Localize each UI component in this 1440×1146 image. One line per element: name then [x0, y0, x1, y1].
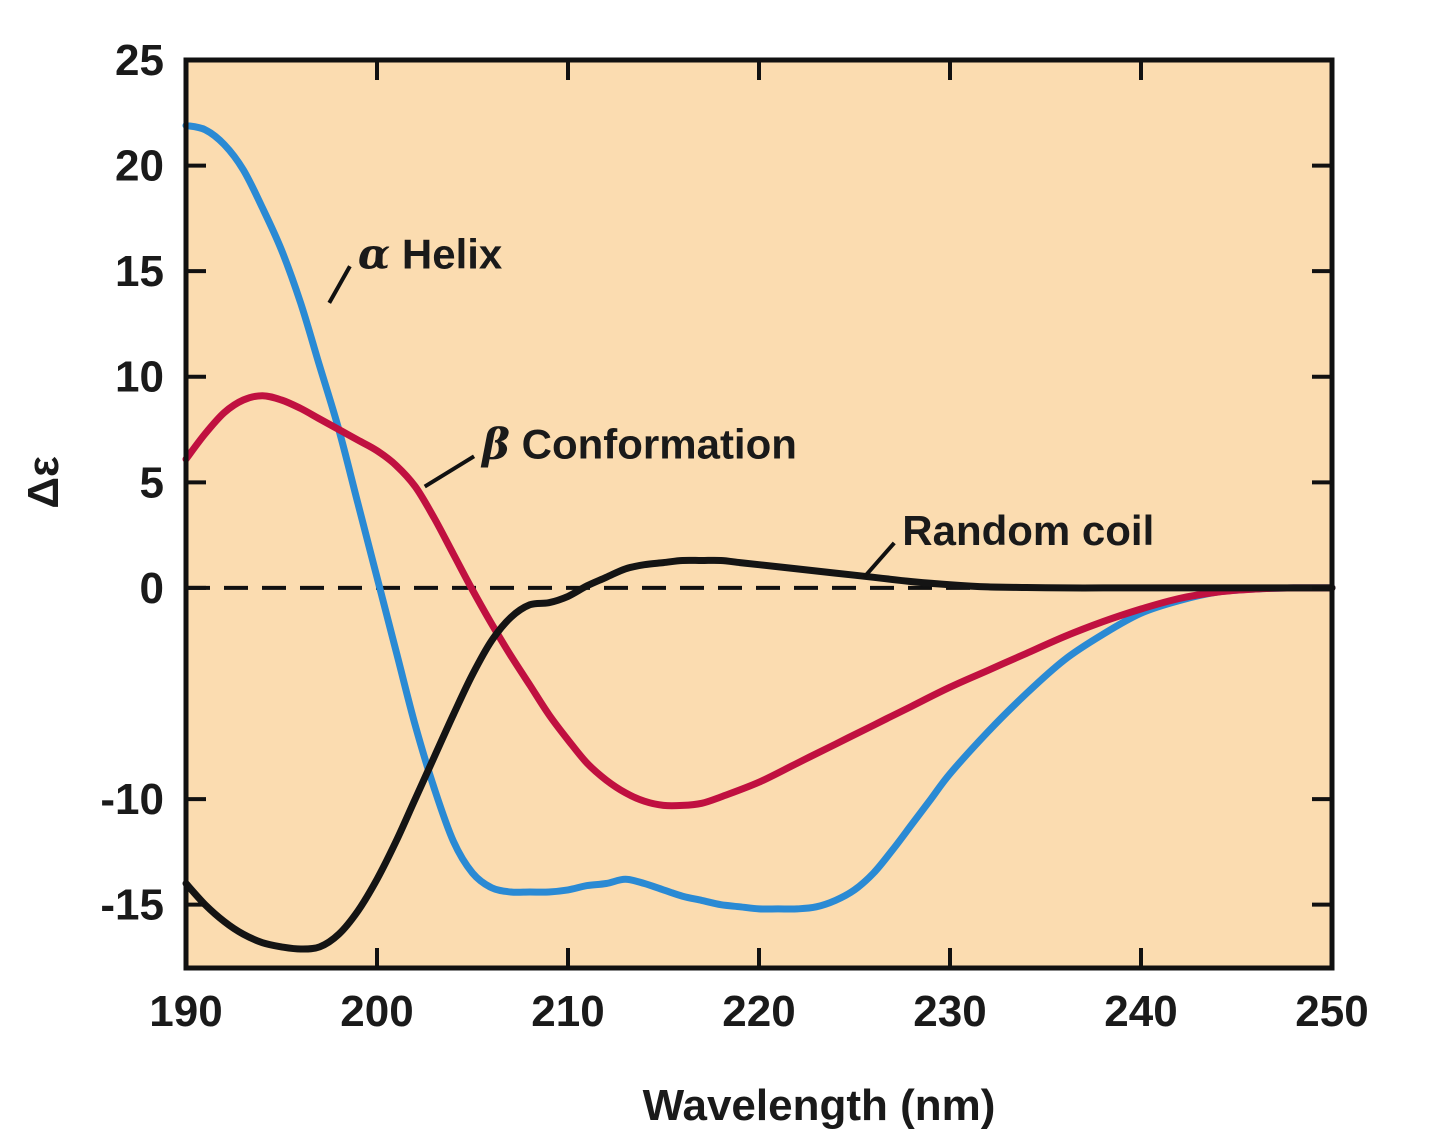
- series-label-name-random-coil: Random coil: [902, 507, 1154, 554]
- leader-line-helix: [327, 265, 352, 304]
- series-line-helix: [182, 122, 1336, 913]
- x-tick-label: 230: [913, 987, 986, 1036]
- x-tick-label: 190: [149, 987, 222, 1036]
- y-tick-label: 15: [115, 247, 164, 296]
- y-tick-label: -10: [100, 775, 164, 824]
- y-tick-label: -15: [100, 881, 164, 930]
- series-label-helix: α Helix: [358, 229, 503, 278]
- series-label-random-coil: Random coil: [902, 507, 1154, 554]
- x-tick-label: 240: [1104, 987, 1177, 1036]
- y-tick-label: 25: [115, 36, 164, 85]
- series-group: [182, 122, 1336, 953]
- y-tick-label: 5: [140, 458, 164, 507]
- plot-background: [186, 60, 1332, 968]
- x-axis-title: Wavelength (nm): [643, 1081, 996, 1130]
- series-label-greek-helix: α: [358, 229, 390, 278]
- series-line-conformation: [182, 392, 1336, 810]
- y-tick-label: 20: [115, 142, 164, 191]
- y-tick-label: 0: [140, 564, 164, 613]
- series-label-name-helix: Helix: [402, 230, 503, 277]
- y-tick-label: 10: [115, 353, 164, 402]
- tick-labels-group: 190 200 210 220 230 240 250 -15 -10 0 5 10 15 20 25: [100, 36, 1368, 1036]
- leader-line-random-coil: [862, 541, 896, 579]
- series-label-conformation: β Conformation: [480, 419, 797, 468]
- series-line-random-coil: [182, 556, 1336, 953]
- leader-line-conformation: [423, 454, 476, 489]
- x-tick-label: 220: [722, 987, 795, 1036]
- ticks-group: [184, 58, 1334, 968]
- annotations-group: α Helix β Conformation Random coil: [327, 229, 1154, 579]
- y-axis-title: Δε: [19, 456, 68, 509]
- x-tick-label: 210: [531, 987, 604, 1036]
- x-tick-label: 200: [340, 987, 413, 1036]
- series-label-name-conformation: Conformation: [522, 420, 797, 467]
- series-label-greek-conformation: β: [480, 419, 510, 468]
- x-tick-label: 250: [1295, 987, 1368, 1036]
